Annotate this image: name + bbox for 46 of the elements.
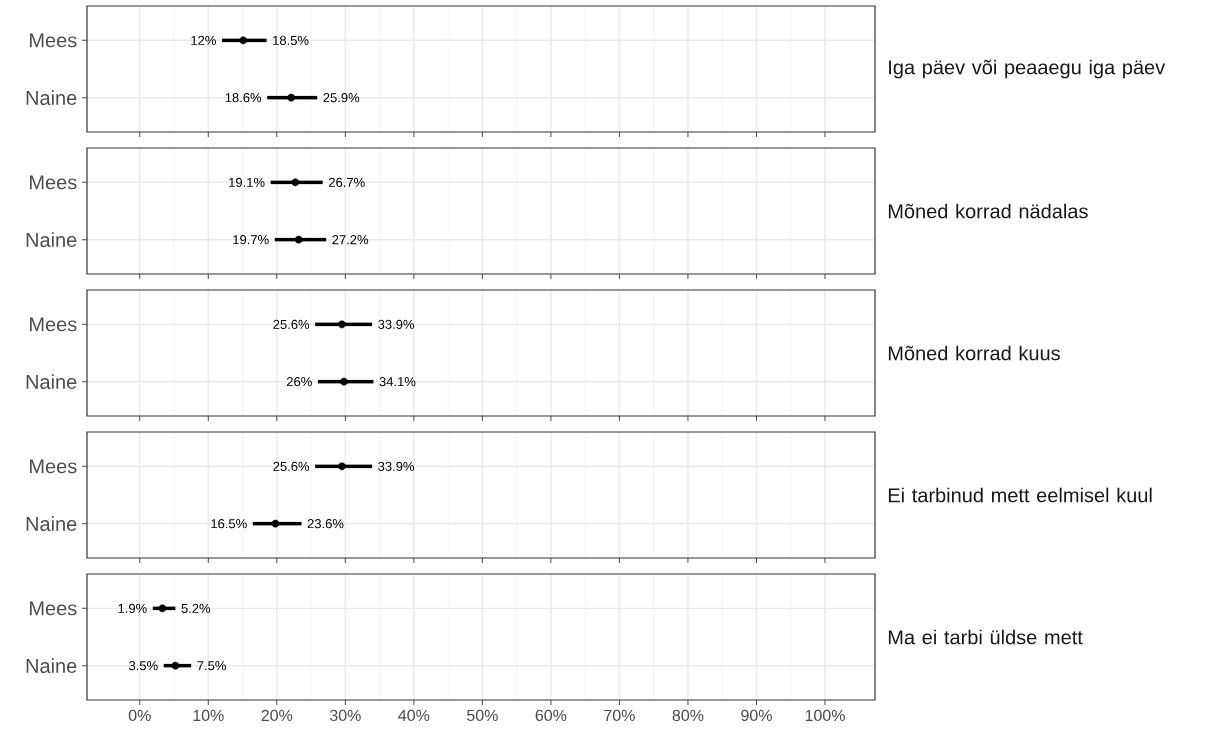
y-tick-label: Naine [26, 232, 77, 247]
x-tick-label: 60% [535, 709, 567, 722]
x-tick-label: 50% [467, 709, 498, 722]
x-tick-label: 30% [329, 709, 361, 722]
x-tick-label: 100% [805, 709, 845, 722]
annotation: 19.1% [229, 177, 265, 187]
x-tick-label: 20% [261, 709, 293, 722]
y-tick-label: Naine [26, 374, 77, 389]
annotation: 16.5% [211, 519, 247, 529]
annotation: 23.6% [307, 519, 344, 529]
y-tick-label: Mees [30, 175, 77, 190]
x-tick-label: 10% [193, 709, 224, 722]
annotation: 34.1% [379, 377, 416, 387]
y2-axis-title: Ma ei tarbi üldse mett [888, 629, 1083, 645]
x-tick-label: 0% [128, 709, 151, 722]
annotation: 26% [286, 377, 312, 387]
annotation: 33.9% [378, 319, 415, 329]
y-tick-label: Mees [30, 33, 77, 48]
y2-axis-title: Mõned korrad kuus [888, 345, 1060, 361]
y-tick-label: Naine [26, 90, 77, 105]
annotation: 26.7% [328, 177, 365, 187]
x-tick-label: 90% [741, 709, 772, 722]
x-tick-label: 70% [604, 709, 635, 722]
y-tick-label: Mees [30, 317, 77, 332]
annotation: 27.2% [332, 235, 369, 245]
annotation: 33.9% [378, 461, 415, 471]
annotation: 12% [191, 35, 216, 45]
annotation: 25.6% [273, 319, 310, 329]
annotation: 1.9% [118, 603, 147, 613]
annotation: 25.6% [273, 461, 310, 471]
y-tick-label: Mees [30, 459, 77, 474]
annotation: 5.2% [181, 603, 211, 613]
y-tick-label: Naine [26, 658, 77, 673]
annotation: 7.5% [197, 661, 226, 671]
y-tick-label: Mees [30, 601, 77, 616]
y2-axis-title: Ei tarbinud mett eelmisel kuul [888, 487, 1152, 503]
annotation: 25.9% [323, 93, 360, 103]
y2-axis-title: Iga päev või peaaegu iga päev [889, 59, 1166, 79]
y-tick-label: Naine [26, 516, 77, 531]
annotation: 3.5% [129, 661, 158, 671]
annotation: 18.5% [273, 35, 309, 45]
annotation: 18.6% [225, 93, 262, 103]
y2-axis-title: Mõned korrad nädalas [888, 203, 1088, 219]
x-tick-label: 80% [672, 709, 704, 722]
annotation: 19.7% [233, 235, 269, 245]
x-tick-label: 40% [398, 709, 430, 722]
